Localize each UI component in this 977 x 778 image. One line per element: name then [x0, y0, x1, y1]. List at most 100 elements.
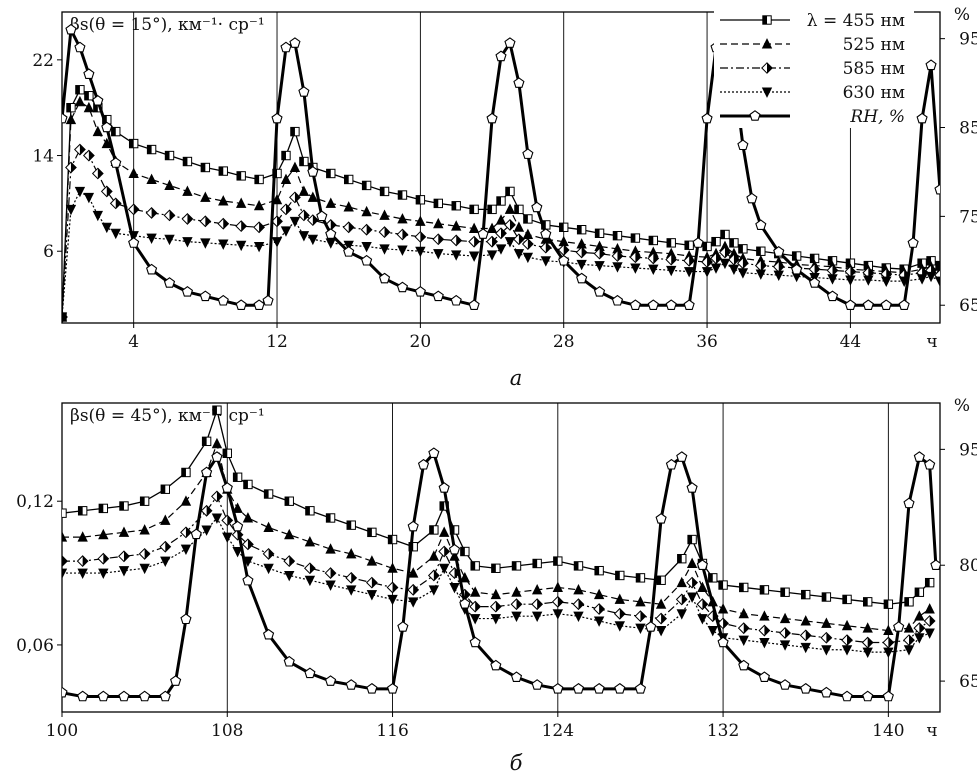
- data-point: [593, 682, 605, 694]
- data-point: [903, 622, 915, 633]
- data-point: [235, 240, 247, 252]
- data-point: [617, 250, 623, 262]
- legend-entry: 630 нм: [843, 83, 905, 103]
- data-point: [139, 524, 150, 535]
- data-point: [594, 566, 600, 575]
- legend-entry: λ = 455 нм: [807, 11, 905, 31]
- data-point: [903, 645, 915, 656]
- data-point: [433, 570, 440, 581]
- data-point: [760, 585, 765, 595]
- data-point: [262, 294, 274, 306]
- data-point: [235, 197, 247, 208]
- data-point: [696, 559, 709, 570]
- data-point: [119, 501, 124, 511]
- data-point: [647, 299, 659, 310]
- data-point: [303, 210, 310, 221]
- data-point: [241, 220, 247, 232]
- y2-tick-label: 95: [959, 440, 977, 460]
- legend: λ = 455 нм 525 нм 585 нм 630 нм RH, %: [714, 8, 914, 128]
- data-point: [294, 192, 301, 203]
- data-point: [917, 258, 923, 268]
- data-point: [773, 270, 784, 282]
- data-point: [924, 628, 935, 639]
- data-point: [552, 581, 563, 592]
- data-point: [935, 261, 940, 270]
- data-point: [496, 196, 501, 206]
- data-point: [475, 601, 481, 612]
- data-point: [800, 642, 811, 654]
- x-tick-label: 132: [707, 721, 739, 741]
- data-point: [180, 495, 192, 506]
- data-point: [460, 547, 465, 556]
- data-point: [452, 201, 457, 210]
- data-point: [182, 237, 193, 248]
- x-unit-label: ч: [926, 332, 937, 352]
- data-point: [92, 125, 104, 137]
- data-point: [78, 506, 83, 515]
- data-point: [468, 299, 480, 310]
- data-point: [863, 597, 868, 607]
- data-point: [924, 603, 935, 614]
- data-point: [304, 536, 316, 547]
- data-point: [595, 229, 600, 238]
- legend-marker: [767, 62, 773, 74]
- data-point: [511, 611, 522, 623]
- data-point: [182, 185, 193, 196]
- data-point: [308, 163, 313, 172]
- data-point: [289, 37, 301, 48]
- data-point: [343, 201, 354, 212]
- data-point: [222, 532, 233, 544]
- data-point: [689, 255, 695, 266]
- data-point: [903, 497, 915, 509]
- y-tick-label: 6: [43, 242, 54, 262]
- data-point: [629, 299, 641, 310]
- data-point: [692, 237, 704, 248]
- data-point: [243, 480, 248, 489]
- data-point: [285, 497, 290, 506]
- data-point: [862, 690, 874, 702]
- data-point: [655, 626, 667, 637]
- data-point: [635, 623, 646, 635]
- data-point: [581, 247, 587, 258]
- data-point: [420, 231, 426, 243]
- data-point: [92, 94, 104, 106]
- y2-tick-label: 75: [959, 207, 977, 227]
- data-point: [161, 485, 166, 494]
- data-point: [888, 637, 894, 648]
- data-point: [862, 647, 873, 658]
- data-point: [74, 95, 86, 107]
- data-point: [504, 37, 516, 48]
- data-point: [185, 527, 192, 538]
- data-point: [504, 203, 516, 214]
- data-point: [904, 597, 910, 607]
- data-point: [522, 252, 534, 264]
- data-point: [164, 179, 175, 190]
- data-point: [717, 603, 729, 614]
- data-point: [74, 186, 86, 198]
- series-markers: [62, 490, 936, 649]
- panel-b: 100 108 116 124 132 140 ч 0,06 0,12 65 80 95% βs(θ =…: [16, 396, 977, 775]
- data-point: [683, 299, 695, 310]
- data-point: [451, 220, 462, 231]
- data-point: [392, 582, 398, 593]
- data-point: [593, 588, 605, 600]
- data-point: [200, 191, 211, 202]
- data-point: [325, 197, 336, 208]
- data-point: [707, 626, 718, 637]
- data-point: [330, 219, 336, 231]
- data-point: [366, 555, 378, 566]
- data-point: [227, 515, 233, 526]
- data-point: [330, 567, 336, 579]
- data-point: [701, 267, 713, 278]
- data-point: [737, 268, 749, 279]
- data-point: [77, 531, 88, 542]
- data-point: [159, 690, 171, 702]
- data-point: [518, 234, 525, 245]
- data-point: [448, 543, 461, 555]
- data-point: [820, 686, 832, 698]
- data-point: [792, 251, 797, 261]
- data-point: [728, 264, 740, 276]
- data-point: [522, 228, 534, 239]
- data-point: [236, 171, 242, 181]
- data-point: [677, 554, 682, 563]
